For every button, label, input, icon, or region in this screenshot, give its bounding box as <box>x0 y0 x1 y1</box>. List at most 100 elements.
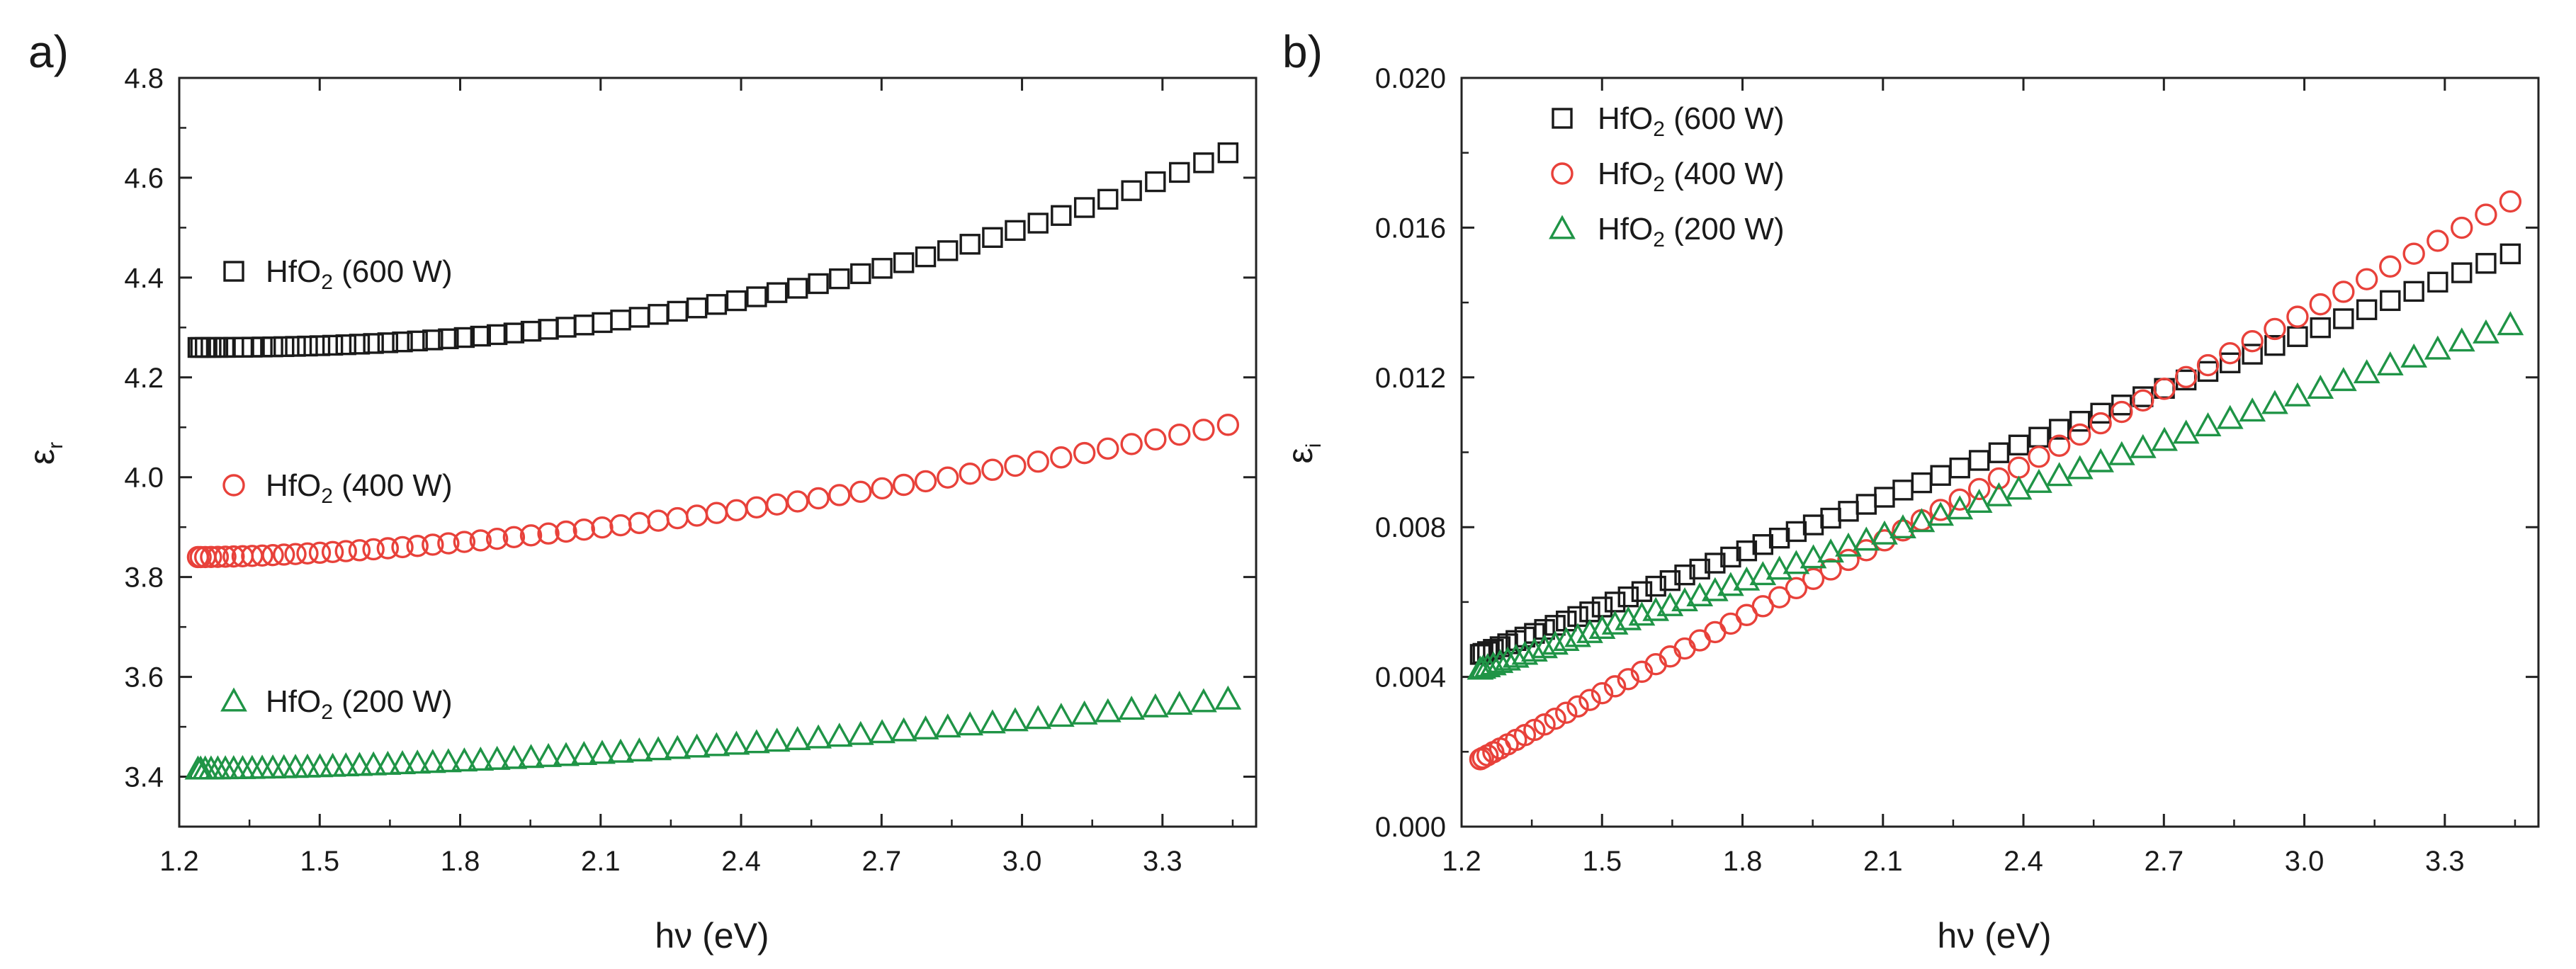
panel-a-series-2-point <box>1190 688 1217 713</box>
panel-a-series-0-point <box>1097 188 1119 210</box>
panel-b-y-tick-label: 0.000 <box>1375 812 1446 843</box>
panel-b-legend-200-sub: 2 <box>1653 228 1665 251</box>
panel-b-series-0-point <box>1489 636 1511 657</box>
panel-a-series-2-point <box>979 709 1006 734</box>
panel-b-series-2-point <box>1946 495 1974 520</box>
panel-b-series-0-point <box>1645 575 1666 597</box>
panel-b-markers <box>1467 190 2524 771</box>
panel-b-series-0-point <box>2451 262 2473 283</box>
panel-a-series-2-point <box>956 711 984 736</box>
panel-a-legend-200-post: (200 W) <box>333 684 453 719</box>
panel-a-series-1-point <box>892 473 915 497</box>
panel-a-series-1-point <box>572 518 595 541</box>
panel-b-series-2-point <box>1469 654 1497 679</box>
panel-b-series-0-point <box>1736 540 1758 562</box>
panel-a-series-2-point <box>451 747 478 772</box>
panel-a-series-2-point <box>434 748 462 773</box>
panel-b-series-2-point <box>2307 374 2334 399</box>
panel-b-ylabel-sub: i <box>1302 443 1326 448</box>
panel-b-series-2-point <box>1835 532 1862 557</box>
panel-b-series-0-point <box>2403 280 2424 302</box>
panel-a-series-1-point <box>206 545 230 568</box>
panel-a-legend-400-post: (400 W) <box>333 468 453 503</box>
panel-a-series-0-point <box>937 240 959 261</box>
panel-a-series-1-point <box>273 543 295 566</box>
panel-a-series-1-point <box>376 537 400 560</box>
panel-b-series-2-point <box>2216 404 2244 429</box>
panel-a-series-1-point <box>705 502 728 524</box>
panel-b-series-1-point <box>2309 293 2332 316</box>
panel-a-series-1-point <box>1168 423 1191 446</box>
panel-b-legend-600-sub: 2 <box>1653 118 1665 141</box>
panel-a-series-0-point <box>766 282 788 303</box>
panel-b-series-2-point <box>1717 572 1744 596</box>
panel-b-series-1-point <box>1819 558 1842 581</box>
panel-a-series-1-point <box>555 520 577 543</box>
panel-a-series-1-point <box>261 543 284 567</box>
panel-b-x-tick-label: 3.3 <box>2425 846 2465 877</box>
panel-b-series-0-point <box>1705 552 1726 574</box>
panel-a-series-1-point <box>453 531 476 553</box>
panel-b-series-2-point <box>2473 319 2499 344</box>
panel-b-series-2-point <box>2172 419 2200 444</box>
panel-b-legend-200: HfO2 (200 W) <box>1549 212 1785 251</box>
panel-a-series-2-point <box>1070 700 1098 725</box>
panel-b-legend-400: HfO2 (400 W) <box>1551 157 1785 196</box>
panel-b-legend-600-pre: HfO <box>1598 101 1653 136</box>
panel-b-x-tick-label: 1.8 <box>1723 846 1763 877</box>
panel-b-series-2-point <box>1564 623 1591 647</box>
panel-a-series-0-point <box>1193 152 1214 174</box>
panel-b-legend-200-post: (200 W) <box>1665 212 1785 246</box>
panel-a-legend-marker-200 <box>220 687 247 712</box>
panel-b-legend-marker-2 <box>1549 215 1576 239</box>
panel-a-series-1-point <box>1192 419 1215 441</box>
svg-text:HfO2 (400 W): HfO2 (400 W) <box>266 468 453 508</box>
panel-b-y-tick-label: 0.004 <box>1375 662 1446 693</box>
panel-a-x-tick-label: 2.4 <box>721 846 761 877</box>
panel-a-series-2-point <box>1002 707 1029 732</box>
panel-b-series-1-point <box>2028 446 2050 468</box>
panel-b-legend-200-pre: HfO <box>1598 212 1653 246</box>
panel-a-series-0-point <box>309 335 331 356</box>
panel-a-series-2-point <box>1024 705 1052 730</box>
panel-a-legend-400-sub: 2 <box>321 484 333 508</box>
panel-b-series-0-point <box>2111 395 2132 416</box>
panel-a-series-2-point <box>703 732 730 756</box>
panel-a-series-2-point <box>389 750 416 775</box>
panel-a-series-1-point <box>849 480 872 503</box>
panel-b-series-1-point <box>1544 707 1566 730</box>
panel-b-legend-marker-0 <box>1552 108 1573 129</box>
panel-b-series-1-point <box>2475 203 2497 226</box>
panel-a-series-1-point <box>1120 433 1143 455</box>
panel-a-series-1-point <box>362 538 385 561</box>
panel-a-series-1-point <box>308 541 332 565</box>
panel-b-legend-marker-400 <box>1551 162 1574 185</box>
panel-b-series-1-point <box>1967 477 1991 501</box>
panel-a-series-0-point <box>1145 171 1166 193</box>
panel-a-series-0-point <box>1051 205 1072 226</box>
panel-a-ticks: 1.2 1.5 1.8 2.1 2.4 2.7 3.0 3.3 3.4 3.6 3.8 4.0 4.2 4… <box>124 63 1256 877</box>
panel-b-series-1-point <box>1688 629 1711 652</box>
panel-b-series-0-point <box>2380 290 2401 312</box>
panel-b-series-1-point <box>2218 341 2242 365</box>
panel-a-series-1-point <box>914 470 937 493</box>
panel-a-y-tick-label: 4.4 <box>124 263 164 294</box>
panel-b-series-1-point <box>1785 577 1808 600</box>
panel-b-series-0-point <box>1802 514 1824 536</box>
panel-a-series-1-point <box>537 522 560 545</box>
panel-a-series-0-point <box>285 336 306 357</box>
svg-text:HfO2 (400 W): HfO2 (400 W) <box>1598 157 1785 196</box>
panel-b-ticks: 1.2 1.5 1.8 2.1 2.4 2.7 3.0 3.3 0.000 0.004 0.008 0… <box>1375 63 2538 877</box>
panel-a-series-0-point <box>648 304 669 325</box>
panel-b-series-0-point <box>1752 534 1773 555</box>
panel-b-series-2-point <box>1985 482 2013 506</box>
panel-b-ylabel-base: ε <box>1280 448 1320 463</box>
panel-a-plot-frame <box>178 76 1258 828</box>
panel-a-x-tick-label: 3.0 <box>1002 846 1042 877</box>
panel-a-series-0-point <box>538 319 559 340</box>
panel-b-series-2-point <box>2448 327 2475 352</box>
panel-b-series-2-point <box>1889 514 1916 539</box>
panel-b-series-2-point <box>2376 351 2404 376</box>
panel-a-series-1-point <box>666 506 689 530</box>
panel-b-series-1-point <box>2355 268 2378 290</box>
